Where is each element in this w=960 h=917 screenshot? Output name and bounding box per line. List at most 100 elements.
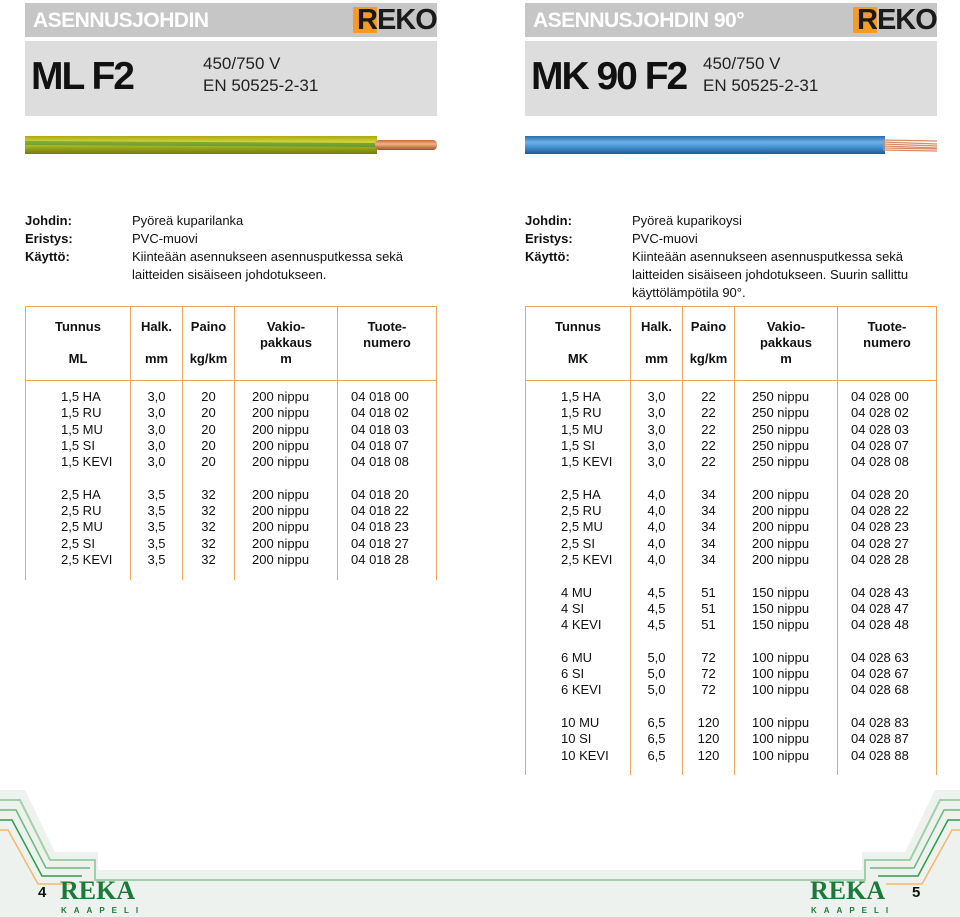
table-cell: 04 028 47 — [851, 600, 909, 616]
table-cell: 20 — [201, 437, 216, 453]
table-cell: 04 028 20 — [851, 486, 909, 502]
row-gap — [838, 699, 936, 715]
table-cell: 6 MU — [561, 649, 593, 665]
table-cell: 04 028 28 — [851, 551, 909, 567]
header-line: m — [780, 351, 792, 366]
standard: EN 50525-2-31 — [703, 76, 819, 95]
table-cell: 04 028 08 — [851, 454, 909, 470]
column-weight: 22 22 22 22 22 34 34 34 34 34 51 51 51 72 72 72 120 120 12… — [683, 381, 735, 775]
table-cell: 200 nippu — [252, 486, 310, 502]
description-label: Eristys: — [525, 231, 573, 246]
table-cell: 5,0 — [647, 682, 666, 698]
reka-logo-right: REKA KAAPELI — [810, 876, 896, 915]
table-cell: 4,0 — [647, 486, 666, 502]
table-cell: 51 — [701, 600, 716, 616]
table-cell: 250 nippu — [752, 454, 810, 470]
column-header: Vakio-pakkaus m — [235, 307, 338, 380]
table-cell: 200 nippu — [752, 535, 810, 551]
model-spec: 450/750 V EN 50525-2-31 — [703, 53, 818, 97]
table-cell: 22 — [701, 421, 716, 437]
column-header: Tunnus MK — [526, 307, 631, 380]
table-cell: 3,0 — [147, 437, 166, 453]
table-cell: 3,5 — [147, 519, 166, 535]
description-value: PVC-muovi — [632, 231, 698, 246]
table-cell: 3,0 — [647, 454, 666, 470]
header-line: Tunnus — [55, 319, 101, 334]
row-gap — [183, 470, 234, 486]
description-label: Eristys: — [25, 231, 73, 246]
table-cell: 6 SI — [561, 666, 585, 682]
table-cell: 4 MU — [561, 584, 593, 600]
header-line: Paino — [690, 319, 727, 334]
table-cell: 04 018 03 — [351, 421, 409, 437]
row-gap — [526, 633, 630, 649]
table-cell: 2,5 KEVI — [561, 551, 613, 567]
table-cell: 200 nippu — [752, 551, 810, 567]
table-cell: 04 018 22 — [351, 503, 409, 519]
table-cell: 2,5 SI — [561, 535, 595, 551]
table-cell: 200 nippu — [252, 551, 310, 567]
header-line: numero — [863, 335, 911, 350]
description: Johdin: Pyöreä kuparilanka Eristys: PVC-muo… — [25, 212, 412, 284]
reko-logo: REKO — [353, 4, 438, 36]
row-gap — [235, 470, 337, 486]
row-gap — [683, 568, 734, 584]
voltage: 450/750 V — [203, 54, 281, 73]
table-cell: 1,5 MU — [61, 421, 103, 437]
table-cell: 120 — [697, 714, 720, 730]
description-value: Pyöreä kuparikoysi — [632, 213, 742, 228]
description-value: käyttölämpötila 90°. — [632, 285, 746, 300]
table-cell: 32 — [201, 535, 216, 551]
table-cell: 2,5 MU — [561, 519, 603, 535]
table-cell: 250 nippu — [752, 405, 810, 421]
description-label: Käyttö: — [525, 249, 570, 264]
header-line: Tuote- — [367, 319, 407, 334]
table-cell: 04 018 07 — [351, 437, 409, 453]
table-cell: 32 — [201, 486, 216, 502]
description-label: Käyttö: — [25, 249, 70, 264]
row-gap — [838, 470, 936, 486]
description-label: Johdin: — [25, 213, 72, 228]
right-page: ASENNUSJOHDIN 90° REKO MK 90 F2 450/750 … — [525, 0, 938, 917]
table-cell: 3,5 — [147, 535, 166, 551]
header-line — [526, 335, 630, 351]
description-row: käyttölämpötila 90°. — [525, 284, 912, 302]
column-header: Paino kg/km — [683, 307, 735, 380]
table-cell: 1,5 RU — [561, 405, 602, 421]
table-cell: 22 — [701, 437, 716, 453]
header-line: Vakio- — [266, 319, 306, 334]
header-line: Paino — [190, 319, 227, 334]
table-cell: 04 028 22 — [851, 503, 909, 519]
row-gap — [526, 699, 630, 715]
table-cell: 3,0 — [147, 454, 166, 470]
column-header: Tuote-numero — [338, 307, 436, 380]
table-cell: 4 SI — [561, 600, 585, 616]
table-cell: 72 — [701, 649, 716, 665]
header-line: pakkaus — [259, 335, 313, 350]
column-weight: 20 20 20 20 20 32 32 32 32 32 — [183, 381, 235, 580]
header-line: mm — [144, 351, 169, 366]
table-cell: 200 nippu — [252, 421, 310, 437]
category-title: ASENNUSJOHDIN — [33, 9, 209, 32]
table-cell: 22 — [701, 454, 716, 470]
table-cell: 4,0 — [647, 551, 666, 567]
table-cell: 04 028 88 — [851, 747, 909, 763]
table-cell: 6 KEVI — [561, 682, 602, 698]
table-cell: 32 — [201, 519, 216, 535]
table-cell: 200 nippu — [252, 405, 310, 421]
header-line: m — [280, 351, 292, 366]
row-gap — [683, 633, 734, 649]
model-bar: ML F2 450/750 V EN 50525-2-31 — [25, 41, 437, 116]
description-value: laitteiden sisäiseen johdotukseen. — [132, 267, 327, 282]
table-cell: 2,5 RU — [561, 503, 602, 519]
table-cell: 04 028 07 — [851, 437, 909, 453]
table-cell: 200 nippu — [752, 519, 810, 535]
table-cell: 1,5 MU — [561, 421, 603, 437]
column-package: 250 nippu 250 nippu 250 nippu 250 nippu 250 … — [735, 381, 838, 775]
table-cell: 200 nippu — [252, 437, 310, 453]
column-header: Paino kg/km — [183, 307, 235, 380]
table-cell: 6,5 — [647, 731, 666, 747]
table-cell: 250 nippu — [752, 437, 810, 453]
table-cell: 4,5 — [647, 600, 666, 616]
table-cell: 150 nippu — [752, 600, 810, 616]
